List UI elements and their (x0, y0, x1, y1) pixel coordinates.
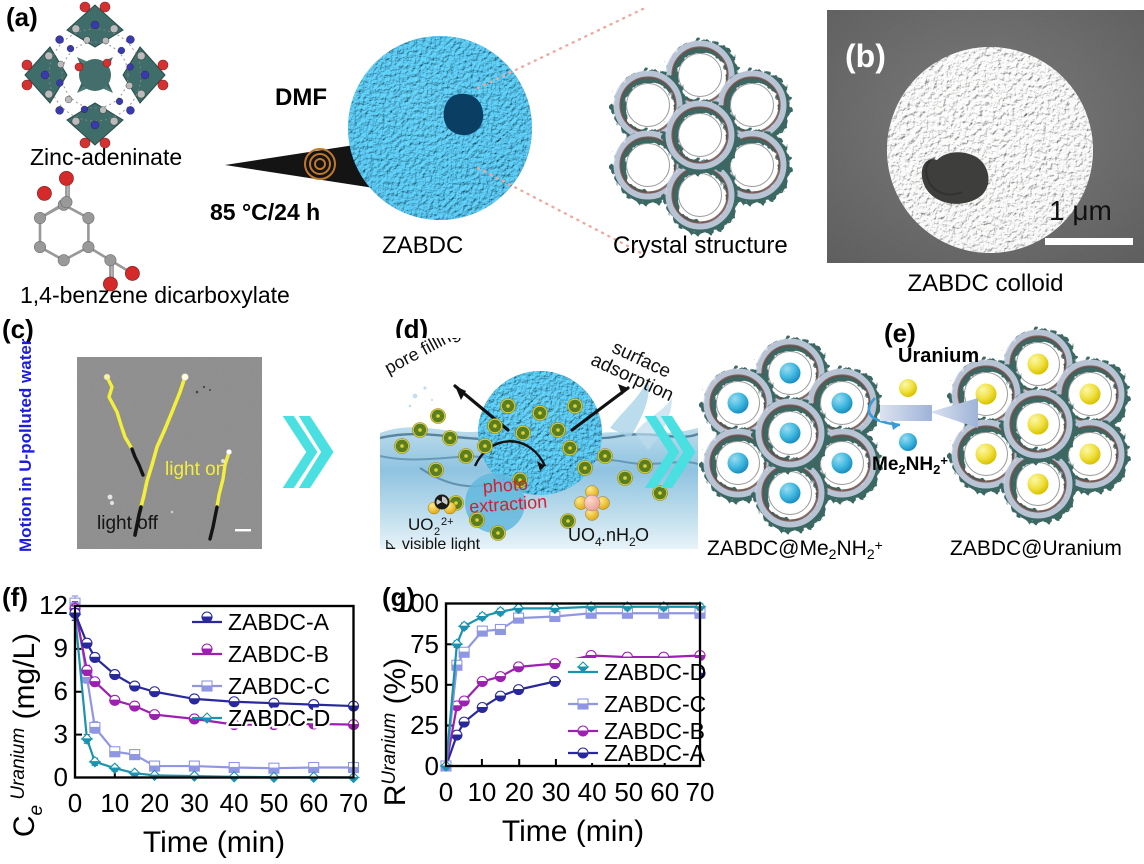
svg-text:25: 25 (410, 710, 439, 740)
svg-text:60: 60 (650, 777, 679, 807)
svg-text:70: 70 (686, 777, 715, 807)
svg-text:40: 40 (578, 777, 607, 807)
svg-text:10: 10 (467, 777, 496, 807)
svg-text:0: 0 (425, 751, 439, 781)
svg-text:20: 20 (505, 777, 534, 807)
svg-text:0: 0 (439, 777, 453, 807)
svg-text:50: 50 (410, 669, 439, 699)
svg-text:RUranium (%): RUranium (%) (379, 658, 412, 806)
svg-text:30: 30 (541, 777, 570, 807)
svg-text:ZABDC-D: ZABDC-D (604, 659, 706, 685)
svg-text:100: 100 (396, 588, 439, 618)
svg-text:ZABDC-A: ZABDC-A (604, 740, 706, 766)
svg-text:75: 75 (410, 629, 439, 659)
svg-text:Time (min): Time (min) (502, 815, 644, 848)
svg-text:50: 50 (614, 777, 643, 807)
svg-text:ZABDC-C: ZABDC-C (604, 691, 706, 717)
